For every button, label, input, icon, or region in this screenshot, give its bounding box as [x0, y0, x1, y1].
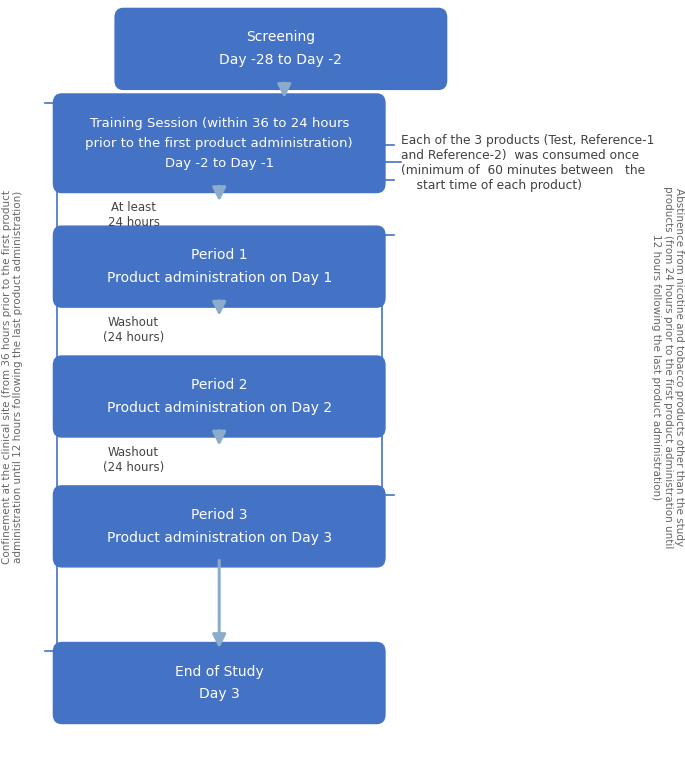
Text: Period 1: Period 1 — [191, 248, 247, 262]
FancyBboxPatch shape — [53, 643, 385, 724]
FancyBboxPatch shape — [53, 94, 385, 193]
Text: Period 3: Period 3 — [191, 508, 247, 522]
Text: Each of the 3 products (Test, Reference-1
and Reference-2)  was consumed once
(m: Each of the 3 products (Test, Reference-… — [401, 134, 654, 192]
Text: Day -2 to Day -1: Day -2 to Day -1 — [164, 157, 274, 170]
Text: Product administration on Day 2: Product administration on Day 2 — [107, 401, 332, 415]
FancyBboxPatch shape — [53, 356, 385, 437]
Text: Training Session (within 36 to 24 hours: Training Session (within 36 to 24 hours — [90, 117, 349, 130]
Text: Washout
(24 hours): Washout (24 hours) — [103, 446, 164, 474]
Text: Washout
(24 hours): Washout (24 hours) — [103, 316, 164, 344]
Text: prior to the first product administration): prior to the first product administratio… — [86, 137, 353, 150]
FancyBboxPatch shape — [53, 226, 385, 307]
Text: Confinement at the clinical site (from 36 hours prior to the first product
admin: Confinement at the clinical site (from 3… — [1, 189, 23, 564]
Text: End of Study: End of Study — [175, 665, 264, 678]
FancyBboxPatch shape — [115, 8, 447, 89]
Text: Day -28 to Day -2: Day -28 to Day -2 — [219, 53, 342, 67]
Text: At least
24 hours: At least 24 hours — [108, 202, 160, 229]
Text: Screening: Screening — [247, 31, 315, 44]
Text: Product administration on Day 1: Product administration on Day 1 — [107, 271, 332, 285]
FancyBboxPatch shape — [53, 486, 385, 567]
Text: Abstinence from nicotine and tobacco products other than the study
products (fro: Abstinence from nicotine and tobacco pro… — [651, 186, 684, 548]
Text: Period 2: Period 2 — [191, 378, 247, 392]
Text: Product administration on Day 3: Product administration on Day 3 — [107, 531, 332, 545]
Text: Day 3: Day 3 — [199, 688, 240, 701]
